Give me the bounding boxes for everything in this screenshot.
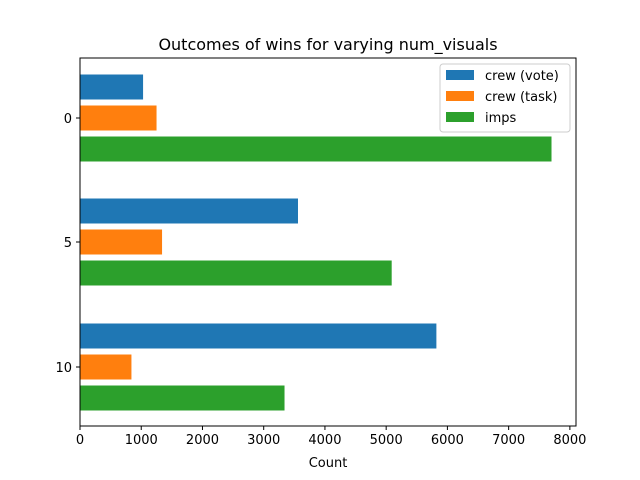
x-tick-label: 8000 [553,433,586,448]
x-axis-label: Count [309,456,348,471]
x-tick-label: 4000 [308,433,341,448]
legend-swatch [446,70,474,80]
x-tick-label: 2000 [186,433,219,448]
legend-label: crew (task) [485,90,557,105]
bar-crew-vote-5 [80,198,298,224]
x-axis-ticks: 0 1000 2000 3000 4000 5000 6000 7000 8000 [76,426,586,448]
y-axis-ticks: 0 5 10 [55,112,80,376]
bar-crew-task-5 [80,229,163,255]
bar-crew-vote-0 [80,74,144,100]
legend-swatch [446,112,474,122]
bar-imps-10 [80,385,285,411]
bar-crew-vote-10 [80,323,437,349]
legend-label: crew (vote) [485,69,559,84]
x-tick-label: 1000 [125,433,158,448]
legend-label: imps [485,111,517,126]
bar-crew-task-10 [80,354,132,380]
x-tick-label: 3000 [247,433,280,448]
x-tick-label: 0 [76,433,84,448]
x-tick-label: 5000 [370,433,403,448]
bar-imps-5 [80,260,392,286]
chart-title: Outcomes of wins for varying num_visuals [158,35,497,55]
x-tick-label: 7000 [492,433,525,448]
bar-imps-0 [80,136,552,162]
y-tick-label: 0 [64,112,72,127]
y-tick-label: 10 [55,361,72,376]
y-tick-label: 5 [64,236,72,251]
x-tick-label: 6000 [431,433,464,448]
bar-crew-task-0 [80,105,157,131]
legend: crew (vote) crew (task) imps [439,63,571,133]
bars-group [80,74,552,411]
legend-swatch [446,91,474,101]
